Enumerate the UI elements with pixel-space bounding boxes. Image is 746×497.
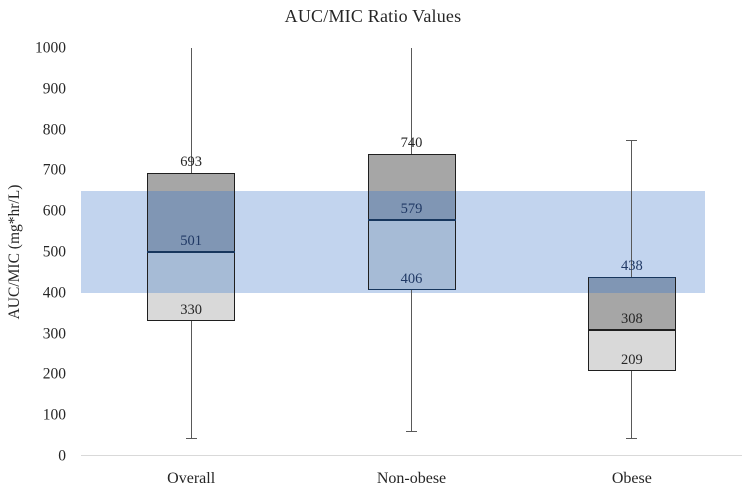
y-tick-label: 500 (42, 243, 66, 261)
whisker-high-overall (190, 48, 192, 174)
category-label-non-obese: Non-obese (376, 470, 447, 487)
y-tick-label: 100 (42, 406, 66, 424)
data-label-obese-209: 209 (620, 351, 643, 368)
median-line-non-obese (367, 218, 456, 221)
y-tick-label: 0 (58, 447, 66, 465)
box-segment-obese (587, 292, 676, 331)
whisker-low-cap-non-obese (406, 430, 417, 432)
y-tick-label: 700 (42, 161, 66, 179)
y-tick-label: 400 (42, 284, 66, 302)
data-label-non-obese-740: 740 (400, 135, 423, 152)
whisker-high-cap-obese (626, 139, 638, 141)
whisker-high-non-obese (411, 48, 412, 155)
y-axis-tick-rail: 0 100 200 300 400 500 600 700 800 900 1000 (0, 40, 66, 463)
whisker-low-overall (190, 321, 192, 438)
plot-area: 693 501 330 740 579 406 438 308 209 (81, 48, 742, 456)
box-segment-non-obese (367, 154, 456, 191)
whisker-low-non-obese (411, 290, 412, 431)
box-segment-non-obese (367, 219, 456, 291)
box-segment-obese (587, 330, 676, 371)
y-tick-label: 200 (42, 365, 66, 383)
box-non-obese (367, 154, 456, 291)
box-segment-obese (587, 277, 676, 293)
chart-title: AUC/MIC Ratio Values (284, 6, 462, 26)
box-overall (147, 173, 236, 322)
box-segment-overall (147, 251, 236, 293)
y-tick-label: 600 (42, 202, 66, 220)
y-tick-label: 800 (42, 120, 66, 138)
whisker-high-obese (631, 139, 633, 278)
x-axis-line (81, 455, 742, 456)
box-obese (587, 277, 676, 371)
category-label-obese: Obese (611, 470, 652, 487)
data-label-overall-501: 501 (180, 232, 203, 249)
y-tick-label: 300 (42, 324, 66, 342)
box-segment-overall (147, 190, 236, 252)
x-axis-category-rail: Overall Non-obese Obese (81, 462, 742, 492)
box-segment-overall (147, 292, 236, 322)
data-label-overall-330: 330 (180, 302, 203, 319)
box-segment-non-obese (367, 190, 456, 220)
whisker-low-cap-overall (185, 437, 197, 439)
category-label-overall: Overall (167, 470, 216, 487)
y-tick-label: 1000 (35, 39, 66, 57)
y-tick-label: 900 (42, 80, 66, 98)
data-label-overall-693: 693 (180, 154, 203, 171)
data-label-obese-438: 438 (620, 258, 643, 275)
whisker-low-obese (631, 370, 633, 438)
box-segment-overall (147, 173, 236, 191)
whisker-low-cap-obese (626, 437, 638, 439)
median-line-overall (147, 250, 236, 253)
data-label-non-obese-579: 579 (400, 200, 423, 217)
data-label-non-obese-406: 406 (400, 271, 423, 288)
median-line-obese (587, 329, 676, 332)
data-label-obese-308: 308 (620, 311, 643, 328)
